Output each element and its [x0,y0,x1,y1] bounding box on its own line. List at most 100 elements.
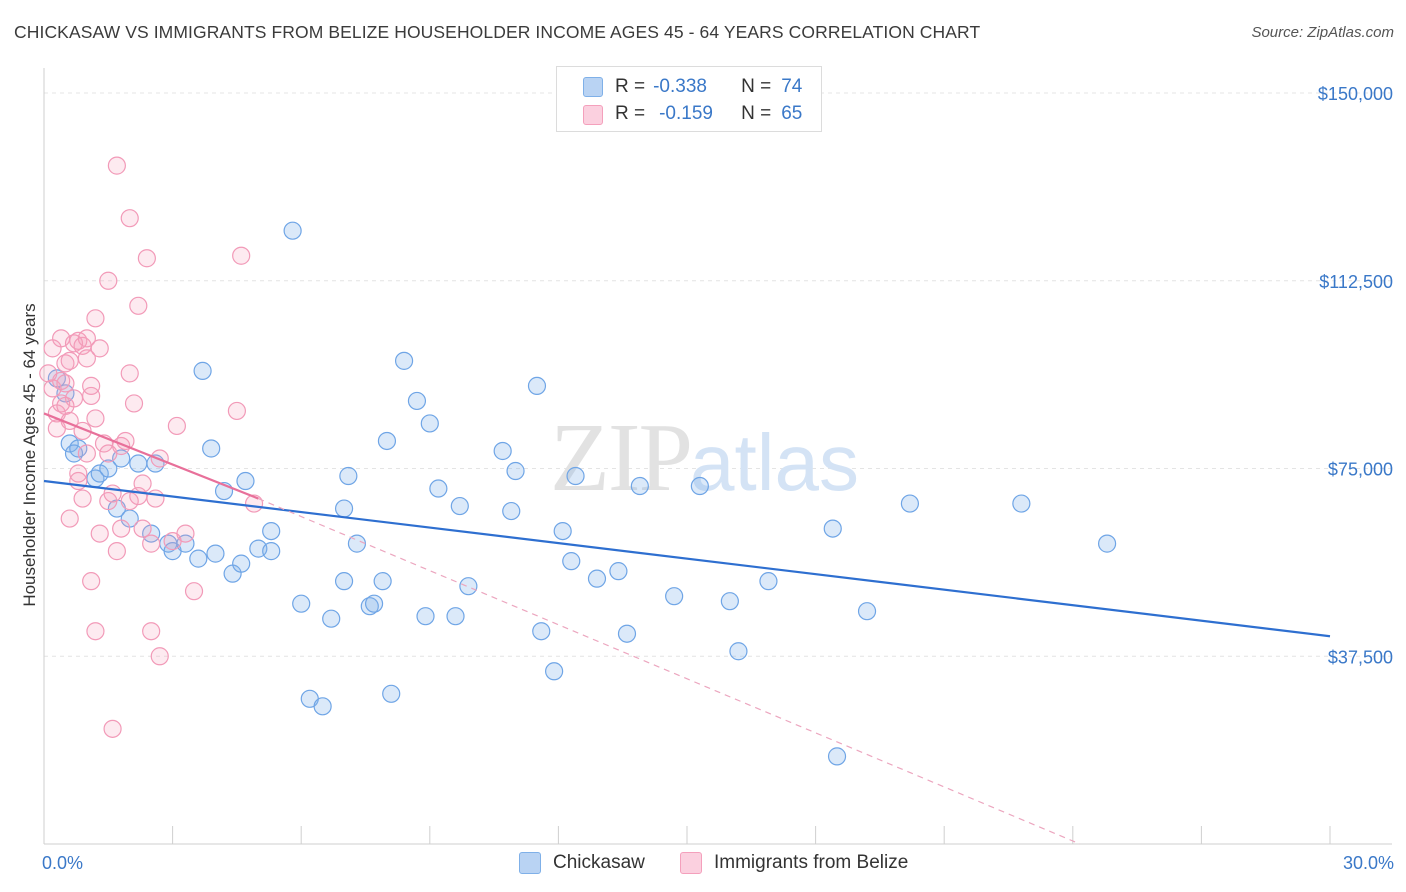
legend-n-value: 65 [781,103,803,124]
chickasaw-point [617,624,637,643]
chickasaw-point [382,684,401,703]
belize-point [90,339,109,358]
y-tick-label: $112,500 [1319,272,1393,292]
belize-point [227,401,246,421]
belize-point [77,349,96,368]
chickasaw-point [1012,494,1031,513]
belize-point [150,647,169,666]
chickasaw-point [292,594,311,613]
chickasaw-point [262,521,281,541]
belize-point [146,489,165,508]
chickasaw-point [90,464,109,483]
chickasaw-point [232,554,251,573]
chickasaw-point [900,494,920,513]
correlation-legend: R = -0.338 N = 74 R = -0.159 N = 65 [556,66,822,132]
chickasaw-point [690,476,709,496]
series-swatch-chickasaw [519,852,541,874]
belize-point [77,444,96,463]
chickasaw-point [823,519,842,538]
belize-point [120,491,139,511]
tick-labels: $37,500 $75,000 $112,500 $150,000 0.0% 30.0% [42,84,1394,873]
axes [43,68,1392,845]
belize-point [124,394,144,413]
legend-r-value: -0.338 [653,76,707,97]
chickasaw-point [562,552,581,571]
watermark-zip: ZIP [550,404,691,512]
chickasaw-point [493,441,512,461]
chickasaw-point [587,569,607,588]
belize-trend-line [43,412,259,500]
chickasaw-point [630,476,649,496]
chickasaw-point [69,439,88,458]
belize-point [82,376,101,396]
belize-point [137,249,156,268]
legend-r-label: R = [615,76,646,97]
chickasaw-point [527,376,547,396]
chickasaw-point [553,521,572,541]
series-legend-chickasaw[interactable]: Chickasaw [519,852,645,874]
chickasaw-point [142,524,161,543]
series-legend-label: Chickasaw [553,852,645,873]
chickasaw-point [129,454,148,473]
data-points [39,156,1117,766]
series-legend: Chickasaw Immigrants from Belize [0,852,1406,878]
belize-point [69,464,88,483]
source-credit: Source: ZipAtlas.com [1251,24,1394,41]
chickasaw-point [236,471,255,491]
belize-point [120,209,139,228]
series-legend-belize[interactable]: Immigrants from Belize [680,852,908,874]
belize-point [99,271,118,290]
chickasaw-point [60,434,79,453]
belize-point [107,542,126,561]
belize-point [133,519,152,538]
chickasaw-point [322,609,341,628]
belize-point [107,156,126,175]
belize-point [184,582,204,601]
chickasaw-point [416,607,435,626]
chart-title: CHICKASAW VS IMMIGRANTS FROM BELIZE HOUS… [14,22,981,42]
belize-point [176,524,195,543]
legend-n-label: N = [741,76,772,97]
belize-point [133,474,152,493]
chickasaw-point [446,607,465,626]
chickasaw-point [407,391,427,411]
y-tick-label: $75,000 [1328,460,1393,480]
chickasaw-point [1097,534,1117,553]
chickasaw-point [502,501,521,521]
chickasaw-point [532,622,551,641]
belize-point [82,572,101,591]
grid-lines [44,92,1392,657]
belize-trend-extension [258,497,1081,845]
y-tick-label: $150,000 [1318,84,1393,104]
belize-point [86,622,105,641]
belize-point [129,296,148,315]
belize-point [167,416,186,436]
chickasaw-point [283,221,302,240]
belize-point [60,509,79,528]
chickasaw-trend-line [43,479,1331,638]
belize-point [120,364,139,383]
legend-n-value: 74 [781,76,803,97]
belize-point [90,524,109,543]
chickasaw-point [377,431,397,451]
chickasaw-point [420,414,439,433]
x-tick-label: 30.0% [1343,853,1394,873]
chickasaw-point [189,549,208,568]
chickasaw-point [202,439,221,458]
chickasaw-point [99,459,118,478]
chickasaw-point [450,496,469,516]
legend-row-chickasaw: R = -0.338 N = 74 [615,75,802,99]
belize-point [86,309,105,328]
chickasaw-point [566,466,585,486]
chickasaw-point [193,361,212,380]
legend-swatch-chickasaw [583,77,603,97]
chickasaw-point [665,587,684,606]
watermark: ZIP atlas [550,404,859,512]
belize-point [60,351,79,370]
belize-point [77,329,96,348]
belize-point [142,534,161,553]
chickasaw-point [545,662,564,681]
belize-point [86,409,105,428]
legend-r-value: -0.159 [659,103,713,124]
chickasaw-point [506,461,525,481]
